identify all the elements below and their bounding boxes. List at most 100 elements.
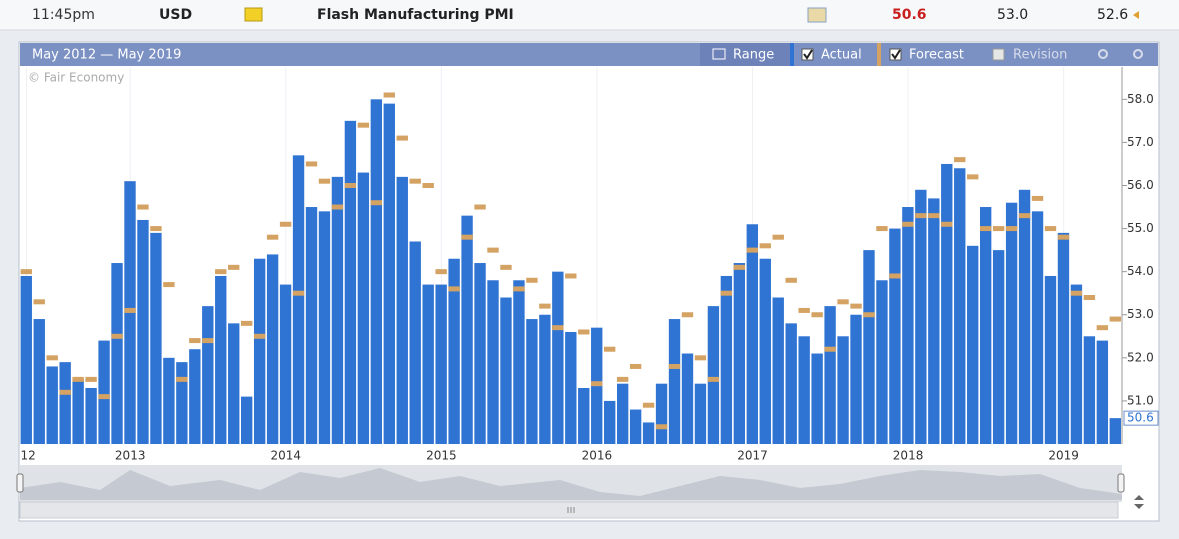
revision-toggle[interactable]: Revision xyxy=(1013,48,1067,63)
forecast-marker xyxy=(20,269,32,275)
actual-bar xyxy=(876,280,888,444)
forecast-marker xyxy=(772,234,784,240)
actual-bar xyxy=(331,176,344,444)
forecast-checkbox[interactable] xyxy=(889,48,902,61)
forecast-marker xyxy=(474,204,486,210)
revision-marker xyxy=(1133,11,1139,19)
actual-bar xyxy=(928,198,940,444)
forecast-marker xyxy=(1031,195,1044,201)
actual-bar xyxy=(137,219,149,444)
actual-toggle[interactable]: Actual xyxy=(821,48,862,63)
actual-value: 50.6 xyxy=(892,7,927,23)
time: 11:45pm xyxy=(32,7,95,23)
forecast-marker xyxy=(189,338,201,344)
forecast-marker xyxy=(318,178,331,184)
forecast-marker xyxy=(863,312,875,318)
forecast-marker xyxy=(448,286,460,292)
zoom-in[interactable] xyxy=(1098,49,1108,59)
actual-bar xyxy=(500,297,512,444)
scroll-arrows[interactable] xyxy=(1134,495,1144,509)
calendar-icon xyxy=(712,48,726,60)
x-tick-label: 2016 xyxy=(582,449,613,463)
forecast-marker xyxy=(694,355,707,361)
actual-swatch xyxy=(790,43,794,66)
forecast-marker xyxy=(837,299,849,305)
forecast-marker xyxy=(967,174,979,180)
forecast-marker xyxy=(396,135,408,141)
range-label: Range xyxy=(733,48,774,63)
check xyxy=(891,49,901,60)
x-tick-label: 2013 xyxy=(115,449,146,463)
actual-bar xyxy=(344,120,357,444)
forecast-marker xyxy=(1109,316,1121,322)
actual-bar xyxy=(422,284,434,444)
y-tick-label: 58.0 xyxy=(1127,92,1154,106)
forecast-marker xyxy=(552,325,564,331)
actual-bar xyxy=(279,284,292,444)
actual-bar xyxy=(655,383,668,444)
forecast-toggle[interactable]: Forecast xyxy=(909,48,964,63)
forecast-marker xyxy=(1083,295,1096,301)
forecast-marker xyxy=(85,376,97,382)
actual-bar xyxy=(513,280,525,444)
actual-bar xyxy=(215,275,227,444)
actual-bar xyxy=(902,207,914,444)
y-tick-label: 51.0 xyxy=(1127,393,1154,407)
forecast-marker xyxy=(59,389,71,395)
last-value-box xyxy=(1123,410,1159,426)
actual-bar xyxy=(629,409,642,444)
forecast-marker xyxy=(1070,290,1083,296)
y-tick-label: 57.0 xyxy=(1127,135,1154,149)
actual-bar xyxy=(850,314,862,444)
actual-bar xyxy=(954,168,966,444)
actual-bar xyxy=(979,207,992,444)
forecast-marker xyxy=(591,381,603,387)
forecast-marker xyxy=(357,122,370,128)
x-tick-label: 2017 xyxy=(737,449,768,463)
forecast-marker xyxy=(124,307,136,313)
forecast-marker xyxy=(798,307,810,313)
forecast-marker xyxy=(681,312,694,318)
actual-bar xyxy=(20,275,32,444)
forecast-marker xyxy=(461,234,473,240)
forecast-marker xyxy=(383,92,395,98)
forecast-marker xyxy=(902,221,914,227)
actual-bar xyxy=(1031,211,1044,444)
actual-bar xyxy=(474,263,486,444)
forecast-value: 53.0 xyxy=(997,7,1028,23)
y-tick-label: 52.0 xyxy=(1127,350,1154,364)
forecast-marker xyxy=(1018,213,1031,219)
forecast-marker xyxy=(266,234,279,240)
actual-bar xyxy=(1070,284,1083,444)
forecast-marker xyxy=(785,277,797,283)
actual-bar xyxy=(785,323,797,444)
actual-bar xyxy=(202,306,214,444)
actual-bar xyxy=(1057,232,1070,444)
actual-bar xyxy=(266,254,279,444)
forecast-marker xyxy=(513,286,525,292)
actual-bar xyxy=(707,306,720,444)
zoom-out[interactable] xyxy=(1133,49,1143,59)
watermark: © Fair Economy xyxy=(28,71,124,85)
navigator-handle[interactable] xyxy=(1117,473,1125,493)
forecast-marker xyxy=(824,346,836,352)
actual-bar xyxy=(967,245,979,444)
actual-bar xyxy=(409,241,421,444)
y-tick-label: 55.0 xyxy=(1127,221,1154,235)
forecast-marker xyxy=(228,264,240,270)
actual-bar xyxy=(526,319,538,444)
forecast-marker xyxy=(409,178,421,184)
actual-bar xyxy=(111,263,123,444)
scrollbar[interactable] xyxy=(19,501,1119,519)
navigator-handle[interactable] xyxy=(16,473,24,493)
revision-checkbox[interactable] xyxy=(992,48,1005,61)
forecast-marker xyxy=(526,277,538,283)
actual-checkbox[interactable] xyxy=(801,48,814,61)
forecast-marker xyxy=(422,182,434,188)
toolbar xyxy=(20,43,1158,66)
forecast-marker xyxy=(578,329,590,335)
forecast-marker xyxy=(331,204,344,210)
detail-icon[interactable] xyxy=(807,7,827,23)
forecast-marker xyxy=(928,213,940,219)
